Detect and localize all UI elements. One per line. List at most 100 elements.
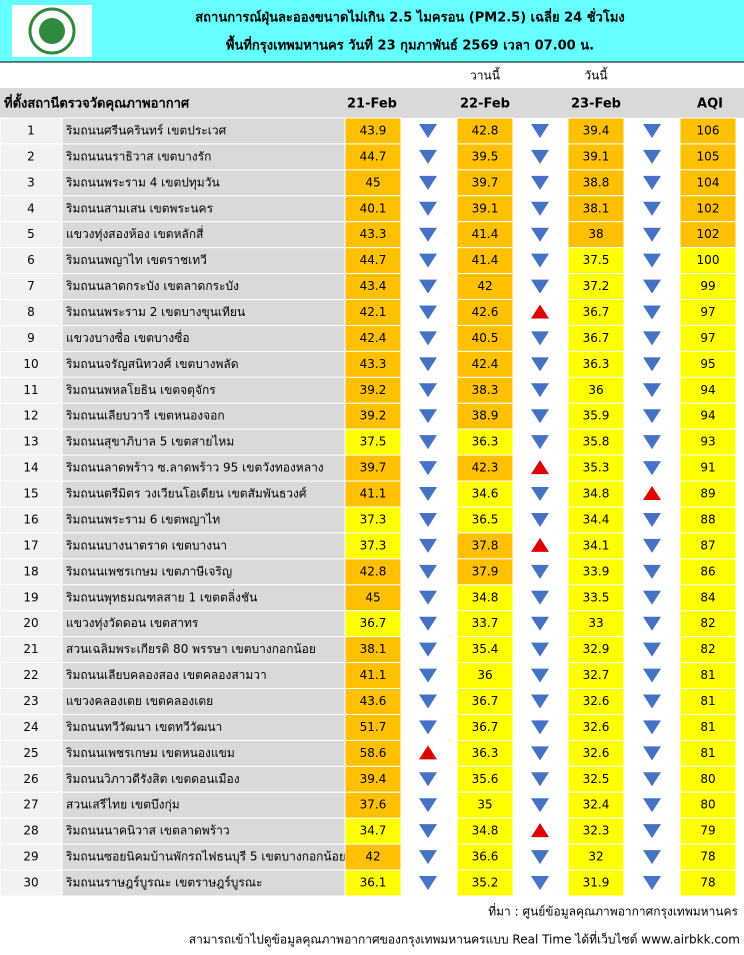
station: แขวงทุ่งสองห้อง เขตหลักสี่ — [66, 225, 204, 242]
value-cell — [679, 195, 737, 223]
trend-down — [419, 305, 437, 320]
row-number: 24 — [23, 720, 38, 734]
trend-up — [643, 486, 661, 501]
pm-value: 39.7 — [472, 175, 499, 189]
station-cell — [61, 636, 346, 664]
pm-value: 39.2 — [360, 409, 387, 423]
value-cell — [456, 817, 514, 845]
station: ริมถนนวิภาวดีรังสิต เขตดอนเมือง — [65, 772, 239, 786]
value-cell — [456, 350, 514, 378]
column-header: AQI — [697, 97, 723, 112]
row-number: 11 — [23, 383, 38, 397]
row-number: 30 — [23, 876, 38, 890]
aqi-value: 97 — [700, 305, 715, 319]
value-cell — [344, 739, 402, 767]
station-cell — [61, 532, 346, 560]
aqi-value: 79 — [700, 824, 715, 838]
row-number: 12 — [23, 409, 38, 423]
trend-down — [531, 331, 549, 346]
aqi-value: 82 — [700, 642, 715, 656]
station: ริมถนนเลียบคลองสอง เขตคลองสามวา — [65, 668, 266, 682]
value-cell — [567, 843, 625, 871]
value-cell — [679, 662, 737, 690]
aqi-value: 81 — [700, 694, 715, 708]
pm-value: 35.2 — [472, 876, 499, 890]
trend-down — [643, 694, 661, 709]
value-cell — [679, 324, 737, 352]
pm-value: 39.7 — [360, 461, 387, 475]
station-cell — [61, 428, 346, 456]
trend-up — [531, 823, 549, 838]
pm-value: 36 — [477, 668, 492, 682]
value-cell — [567, 506, 625, 534]
trend-down — [531, 149, 549, 164]
station: ริมถนนพุทธมณฑลสาย 1 เขตตลิ่งชัน — [65, 588, 257, 605]
aqi-value: 78 — [700, 850, 715, 864]
row-number: 26 — [23, 772, 38, 786]
trend-down — [531, 383, 549, 398]
trend-down — [531, 746, 549, 761]
station: ริมถนนพระราม 6 เขตพญาไท — [65, 512, 220, 526]
pm-value: 33.9 — [583, 564, 610, 578]
pm-value: 38.9 — [472, 409, 499, 423]
station: ริมถนนซอยนิคมบ้านพักรถไฟธนบุรี 5 เขตบางก… — [65, 850, 345, 865]
trend-down — [531, 357, 549, 372]
trend-down — [419, 357, 437, 372]
station-cell — [61, 765, 346, 793]
station: สวนเฉลิมพระเกียรติ 80 พรรษา เขตบางกอกน้อ… — [66, 642, 316, 656]
pm-value: 43.6 — [360, 694, 387, 708]
pm-value: 34.1 — [583, 538, 610, 552]
trend-down — [419, 253, 437, 268]
trend-down — [531, 409, 549, 424]
pm-value: 37.5 — [583, 253, 610, 267]
station: ริมถนนพญาไท เขตราชเทวี — [65, 253, 206, 267]
trend-down — [531, 512, 549, 527]
aqi-value: 104 — [697, 175, 720, 189]
value-cell — [679, 843, 737, 871]
header-band — [0, 0, 744, 62]
trend-down — [643, 383, 661, 398]
pm-value: 34.8 — [472, 824, 499, 838]
trend-down — [531, 720, 549, 735]
trend-down — [531, 850, 549, 865]
no-cell — [0, 376, 63, 404]
trend-down — [531, 123, 549, 138]
pm-value: 36.3 — [472, 435, 499, 449]
value-cell — [679, 480, 737, 508]
pm-value: 37.2 — [583, 279, 610, 293]
pm-value: 38.1 — [360, 642, 387, 656]
value-cell — [344, 195, 402, 223]
pm-value: 42 — [477, 279, 492, 293]
trend-up — [531, 460, 549, 475]
value-cell — [456, 402, 514, 430]
pm-value: 36.7 — [360, 616, 387, 630]
value-cell — [679, 350, 737, 378]
trend-down — [643, 798, 661, 813]
aqi-value: 84 — [700, 590, 715, 604]
pm-value: 31.9 — [583, 876, 610, 890]
pm-value: 39.1 — [472, 201, 499, 215]
value-cell — [344, 869, 402, 897]
trend-down — [419, 694, 437, 709]
aqi-value: 80 — [700, 772, 715, 786]
value-cell — [567, 688, 625, 715]
value-cell — [679, 454, 737, 482]
value-cell — [456, 662, 514, 690]
pm-value: 42.1 — [360, 305, 387, 319]
pm-value: 37.3 — [360, 512, 387, 526]
row-number: 29 — [23, 850, 38, 864]
value-cell — [456, 610, 514, 638]
row-number: 1 — [27, 123, 35, 137]
column-header-band — [0, 88, 744, 118]
trend-down — [531, 487, 549, 502]
station-cell — [61, 195, 346, 223]
value-cell — [456, 713, 514, 741]
pm-value: 35.4 — [472, 642, 499, 656]
aqi-value: 102 — [697, 201, 720, 215]
value-cell — [679, 688, 737, 715]
trend-down — [643, 642, 661, 657]
trend-down — [419, 772, 437, 787]
trend-down — [643, 123, 661, 138]
pm-value: 32.6 — [583, 746, 610, 760]
pm-value: 42 — [365, 850, 380, 864]
